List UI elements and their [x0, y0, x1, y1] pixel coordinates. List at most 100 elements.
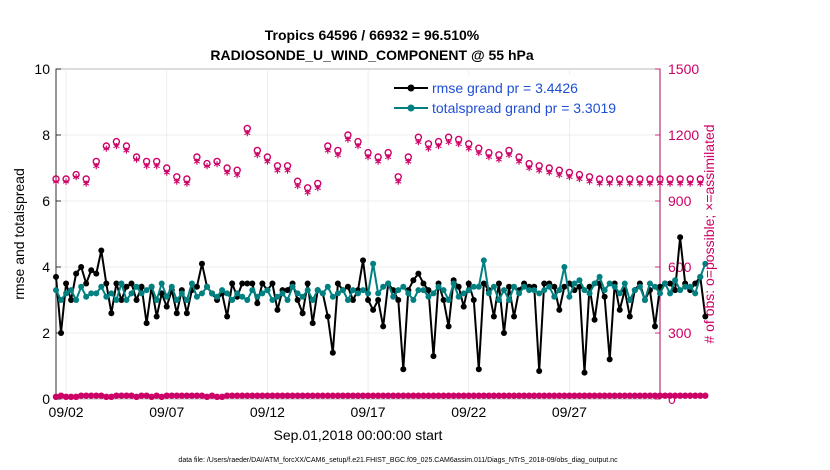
rmse-point — [601, 293, 608, 300]
totalspread-point — [677, 287, 684, 294]
obs-assimilated-point: * — [566, 173, 573, 188]
obs-assimilated-point: * — [103, 144, 110, 159]
obs-assimilated-point: * — [405, 158, 412, 173]
obs-assimilated-point: * — [163, 169, 170, 184]
obs-possible-point — [444, 133, 453, 141]
rmse-point — [108, 310, 115, 317]
rmse-point — [78, 264, 85, 270]
obs-assimilated-point: * — [254, 151, 261, 166]
totalspread-point — [148, 283, 155, 290]
totalspread-point — [118, 280, 125, 287]
totalspread-point — [153, 297, 160, 303]
rmse-point — [249, 280, 256, 287]
obs-assimilated-point: * — [365, 153, 372, 168]
obs-possible-point — [92, 157, 100, 166]
series-obs-rejected — [52, 392, 709, 400]
rmse-point — [244, 280, 251, 287]
obs-possible-point — [465, 140, 473, 148]
y-right-tick-label: 900 — [668, 193, 692, 209]
totalspread-point — [365, 290, 372, 297]
totalspread-point — [289, 283, 296, 290]
obs-possible-point — [334, 146, 342, 155]
totalspread-point — [53, 287, 59, 294]
rmse-point — [445, 323, 452, 330]
totalspread-point — [430, 290, 437, 297]
totalspread-point — [385, 280, 392, 287]
totalspread-point — [506, 297, 512, 303]
totalspread-point — [420, 287, 427, 294]
totalspread-point — [370, 260, 377, 267]
obs-assimilated-point: * — [143, 162, 150, 177]
totalspread-point — [284, 297, 291, 303]
rmse-point — [581, 369, 588, 376]
obs-possible-point — [585, 173, 594, 181]
totalspread-point — [133, 283, 140, 290]
rmse-point — [651, 323, 658, 330]
obs-assimilated-point: * — [123, 147, 130, 162]
legend-rmse-label: rmse grand pr = 3.4426 — [432, 80, 578, 96]
obs-assimilated-point: * — [677, 180, 684, 195]
obs-possible-point — [303, 184, 312, 192]
rmse-point — [460, 303, 467, 310]
totalspread-point — [259, 290, 266, 297]
totalspread-point — [274, 293, 281, 300]
obs-possible-point — [616, 175, 624, 183]
obs-possible-point — [273, 162, 282, 170]
totalspread-point — [516, 290, 523, 297]
rmse-point — [465, 280, 472, 287]
totalspread-point — [244, 297, 251, 303]
rmse-point — [344, 283, 351, 290]
rmse-point — [591, 316, 598, 323]
rmse-point — [672, 287, 679, 294]
totalspread-point — [299, 293, 306, 300]
totalspread-point — [667, 290, 674, 297]
obs-assimilated-point: * — [234, 171, 241, 186]
rmse-point — [541, 280, 548, 287]
obs-possible-point — [62, 175, 70, 183]
obs-assimilated-point: * — [506, 151, 513, 166]
rmse-point — [616, 306, 623, 313]
obs-possible-point — [142, 157, 151, 166]
totalspread-point — [697, 273, 704, 280]
totalspread-point — [209, 290, 216, 297]
rmse-point — [380, 323, 387, 330]
obs-possible-point — [112, 137, 121, 146]
rmse-point — [304, 280, 311, 287]
series-obs-assimilated: * * * *** * ** * * ** ** * ** *** ** ** * ** ** ** * **** * * *… — [53, 129, 704, 203]
totalspread-point — [234, 290, 241, 297]
totalspread-point — [339, 287, 346, 294]
rmse-point — [415, 270, 422, 277]
totalspread-point — [168, 283, 175, 290]
obs-assimilated-point: * — [375, 158, 382, 173]
x-tick-label: 09/22 — [451, 404, 486, 420]
totalspread-point — [334, 290, 341, 297]
totalspread-point — [254, 293, 261, 300]
rmse-point — [88, 267, 95, 274]
legend-totalspread-label: totalspread grand pr = 3.3019 — [432, 100, 616, 116]
x-tick-label: 09/07 — [149, 404, 184, 420]
totalspread-point — [601, 287, 608, 294]
obs-assimilated-point: * — [445, 138, 452, 153]
obs-assimilated-point: * — [496, 155, 503, 170]
rmse-point — [365, 297, 372, 303]
obs-assimilated-point: * — [697, 180, 704, 195]
rmse-point — [511, 313, 518, 320]
totalspread-point — [405, 290, 412, 297]
totalspread-point — [309, 297, 316, 303]
rmse-point — [561, 283, 568, 290]
obs-possible-point — [394, 173, 402, 181]
totalspread-point — [349, 287, 356, 294]
totalspread-point — [521, 283, 528, 290]
rmse-point — [123, 283, 130, 290]
totalspread-point — [103, 293, 110, 300]
y-left-axis-ticks: 0 2 4 6 8 10 — [34, 61, 61, 407]
rmse-point — [692, 280, 699, 287]
rmse-point — [143, 320, 150, 327]
obs-possible-point — [475, 144, 483, 152]
totalspread-point — [651, 283, 658, 290]
obs-possible-point — [525, 159, 533, 168]
obs-assimilated-point: * — [53, 177, 60, 192]
obs-possible-point — [505, 146, 513, 155]
rmse-point — [73, 270, 80, 277]
